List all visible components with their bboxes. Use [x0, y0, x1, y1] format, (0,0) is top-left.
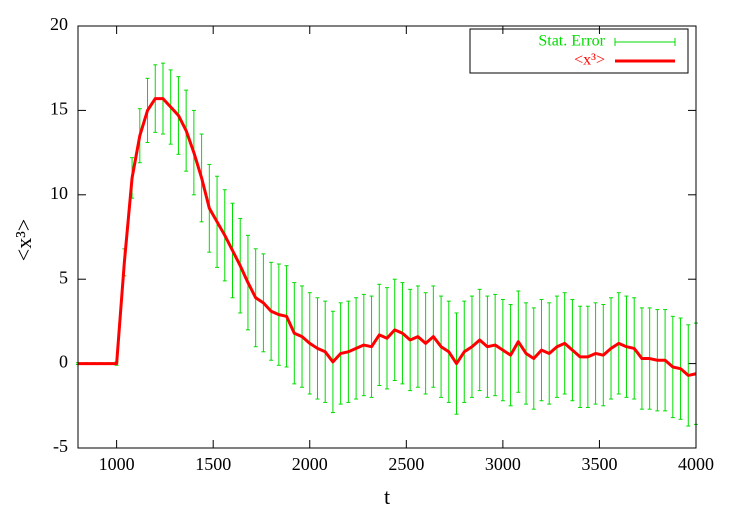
- legend-label: Stat. Error: [538, 33, 605, 50]
- x-tick-label: 1500: [195, 454, 231, 474]
- x-axis-label: t: [384, 484, 390, 509]
- x-tick-label: 3000: [485, 454, 521, 474]
- x-tick-label: 3500: [581, 454, 617, 474]
- y-tick-label: 20: [50, 14, 68, 34]
- x-tick-label: 2000: [292, 454, 328, 474]
- legend-label: <x³>: [574, 52, 605, 69]
- x-tick-label: 2500: [388, 454, 424, 474]
- y-tick-label: 10: [50, 183, 68, 203]
- y-axis-label: <x³>: [11, 219, 36, 261]
- y-tick-label: 5: [59, 267, 68, 287]
- y-tick-label: 0: [59, 352, 68, 372]
- line: [78, 97, 697, 377]
- plot-border: [77, 25, 697, 449]
- legend-box: [469, 28, 689, 74]
- y-tick-label: 15: [50, 99, 68, 119]
- y-tick-label: -5: [53, 436, 68, 456]
- x-tick-label: 4000: [678, 454, 714, 474]
- x-tick-label: 1000: [99, 454, 135, 474]
